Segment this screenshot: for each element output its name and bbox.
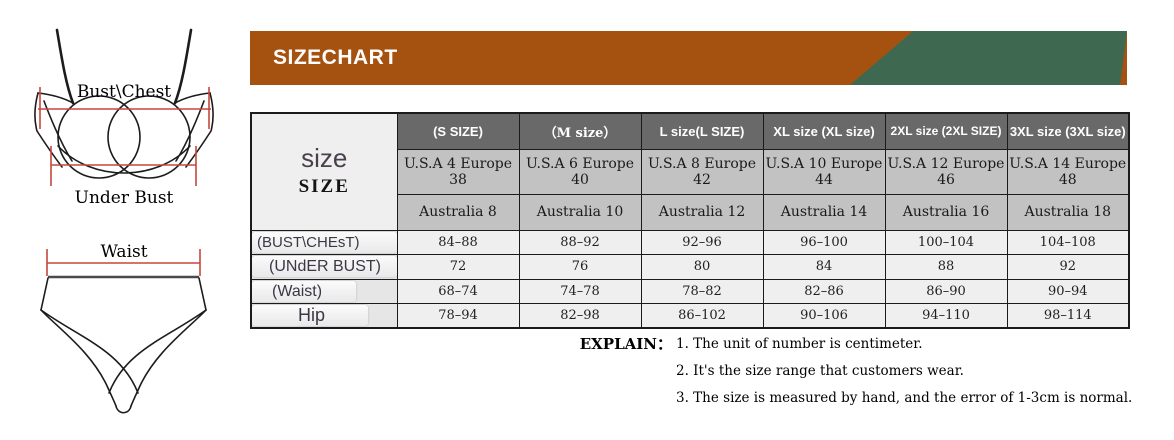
waist-value: 78–82 — [640, 278, 764, 304]
hip-value: 98–114 — [1006, 302, 1130, 329]
hip-value: 82–98 — [518, 302, 642, 329]
australia-cell: Australia 16 — [884, 193, 1008, 231]
bust-value: 88–92 — [518, 229, 642, 255]
col-header-m: （M size） — [518, 112, 642, 150]
col-header-l: L size(L SIZE) — [640, 112, 764, 150]
australia-cell: Australia 8 — [396, 193, 520, 231]
banner-green-accent — [850, 31, 1127, 85]
hip-value: 86–102 — [640, 302, 764, 329]
usa-europe-cell: U.S.A 12 Europe 46 — [884, 148, 1008, 195]
size-label-uppercase: SIZE — [298, 175, 350, 197]
row-label-underbust: (UNdER BUST) — [250, 253, 398, 280]
bust-value: 84–88 — [396, 229, 520, 255]
size-label-lowercase: size — [301, 142, 348, 173]
waist-value: 82–86 — [762, 278, 886, 304]
australia-cell: Australia 12 — [640, 193, 764, 231]
bust-value: 104–108 — [1006, 229, 1130, 255]
underbust-value: 76 — [518, 253, 642, 280]
underbust-value: 84 — [762, 253, 886, 280]
explain-note-3: 3. The size is measured by hand, and the… — [676, 390, 1133, 406]
usa-europe-cell: U.S.A 8 Europe 42 — [640, 148, 764, 195]
waist-value: 74–78 — [518, 278, 642, 304]
waist-value: 90–94 — [1006, 278, 1130, 304]
usa-europe-cell: U.S.A 10 Europe 44 — [762, 148, 886, 195]
under-bust-label: Under Bust — [75, 188, 174, 208]
bust-chest-label: Bust\Chest — [77, 82, 171, 102]
waist-row: (Waist) 68–74 74–78 78–82 82–86 86–90 90… — [250, 278, 1130, 304]
australia-row: Australia 8 Australia 10 Australia 12 Au… — [251, 193, 1130, 231]
hip-value: 90–106 — [762, 302, 886, 329]
usa-europe-cell: U.S.A 4 Europe 38 — [396, 148, 520, 195]
explain-heading: EXPLAIN： — [579, 335, 672, 353]
banner-title: SIZECHART — [273, 46, 398, 69]
explain-note-2: 2. It's the size range that customers we… — [676, 363, 964, 379]
bust-chest-row: (BUST\CHEsT) 84–88 88–92 92–96 96–100 10… — [250, 229, 1130, 255]
col-header-3xl: 3XL size (3XL size) — [1006, 112, 1130, 150]
underbust-value: 80 — [640, 253, 764, 280]
row-label-hip: Hip — [250, 302, 398, 329]
australia-cell: Australia 14 — [762, 193, 886, 231]
row-label-waist: (Waist) — [250, 278, 398, 304]
hip-value: 94–110 — [884, 302, 1008, 329]
under-bust-row: (UNdER BUST) 72 76 80 84 88 92 — [250, 253, 1130, 280]
hip-value: 78–94 — [396, 302, 520, 329]
measurement-illustrations: Bust\Chest Under Bust Waist — [34, 28, 214, 414]
underbust-value: 72 — [396, 253, 520, 280]
size-corner-cell: size SIZE — [250, 112, 398, 231]
bust-value: 92–96 — [640, 229, 764, 255]
explain-notes: EXPLAIN： 1. The unit of number is centim… — [562, 335, 1133, 417]
col-header-2xl: 2XL size (2XL SIZE) — [884, 112, 1008, 150]
sizechart-banner: SIZECHART — [250, 31, 1127, 85]
col-header-s: (S SIZE) — [396, 112, 520, 150]
usa-europe-row: U.S.A 4 Europe 38 U.S.A 6 Europe 40 U.S.… — [251, 148, 1130, 195]
australia-cell: Australia 10 — [518, 193, 642, 231]
size-table: size SIZE (S SIZE) （M size） L size(L SIZ… — [250, 112, 1130, 329]
bra-drawing: Bust\Chest Under Bust — [34, 28, 214, 208]
hip-row: Hip 78–94 82–98 86–102 90–106 94–110 98–… — [250, 302, 1130, 329]
explain-note-1: 1. The unit of number is centimeter. — [676, 336, 923, 352]
row-label-bust: (BUST\CHEsT) — [250, 229, 398, 255]
underbust-value: 88 — [884, 253, 1008, 280]
col-header-xl: XL size (XL size) — [762, 112, 886, 150]
usa-europe-cell: U.S.A 6 Europe 40 — [518, 148, 642, 195]
australia-cell: Australia 18 — [1006, 193, 1130, 231]
panty-drawing: Waist — [40, 242, 207, 414]
bust-value: 96–100 — [762, 229, 886, 255]
waist-value: 68–74 — [396, 278, 520, 304]
bust-value: 100–104 — [884, 229, 1008, 255]
usa-europe-cell: U.S.A 14 Europe 48 — [1006, 148, 1130, 195]
underbust-value: 92 — [1006, 253, 1130, 280]
waist-label: Waist — [100, 242, 147, 262]
waist-value: 86–90 — [884, 278, 1008, 304]
